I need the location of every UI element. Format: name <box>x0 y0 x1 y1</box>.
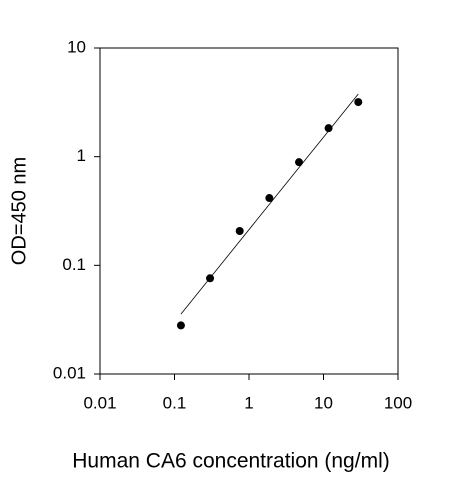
y-tick-label: 10 <box>67 37 86 56</box>
x-axis-label: Human CA6 concentration (ng/ml) <box>72 450 389 473</box>
data-point <box>324 124 333 133</box>
data-point <box>354 98 363 107</box>
x-tick-label: 1 <box>244 393 253 412</box>
plot-frame <box>99 47 399 375</box>
y-tick-label: 0.1 <box>62 255 86 274</box>
y-tick-label: 1 <box>77 146 86 165</box>
y-tick-label: 0.01 <box>53 363 86 382</box>
x-tick-label: 10 <box>314 393 333 412</box>
x-tick-label: 0.1 <box>163 393 187 412</box>
data-point <box>235 226 244 235</box>
x-tick-label: 0.01 <box>83 393 116 412</box>
data-point <box>295 158 304 167</box>
data-point <box>206 274 215 283</box>
data-point <box>176 321 185 330</box>
y-axis-label: OD=450 nm <box>8 157 30 265</box>
data-point <box>265 194 274 203</box>
x-tick-label: 100 <box>384 393 412 412</box>
